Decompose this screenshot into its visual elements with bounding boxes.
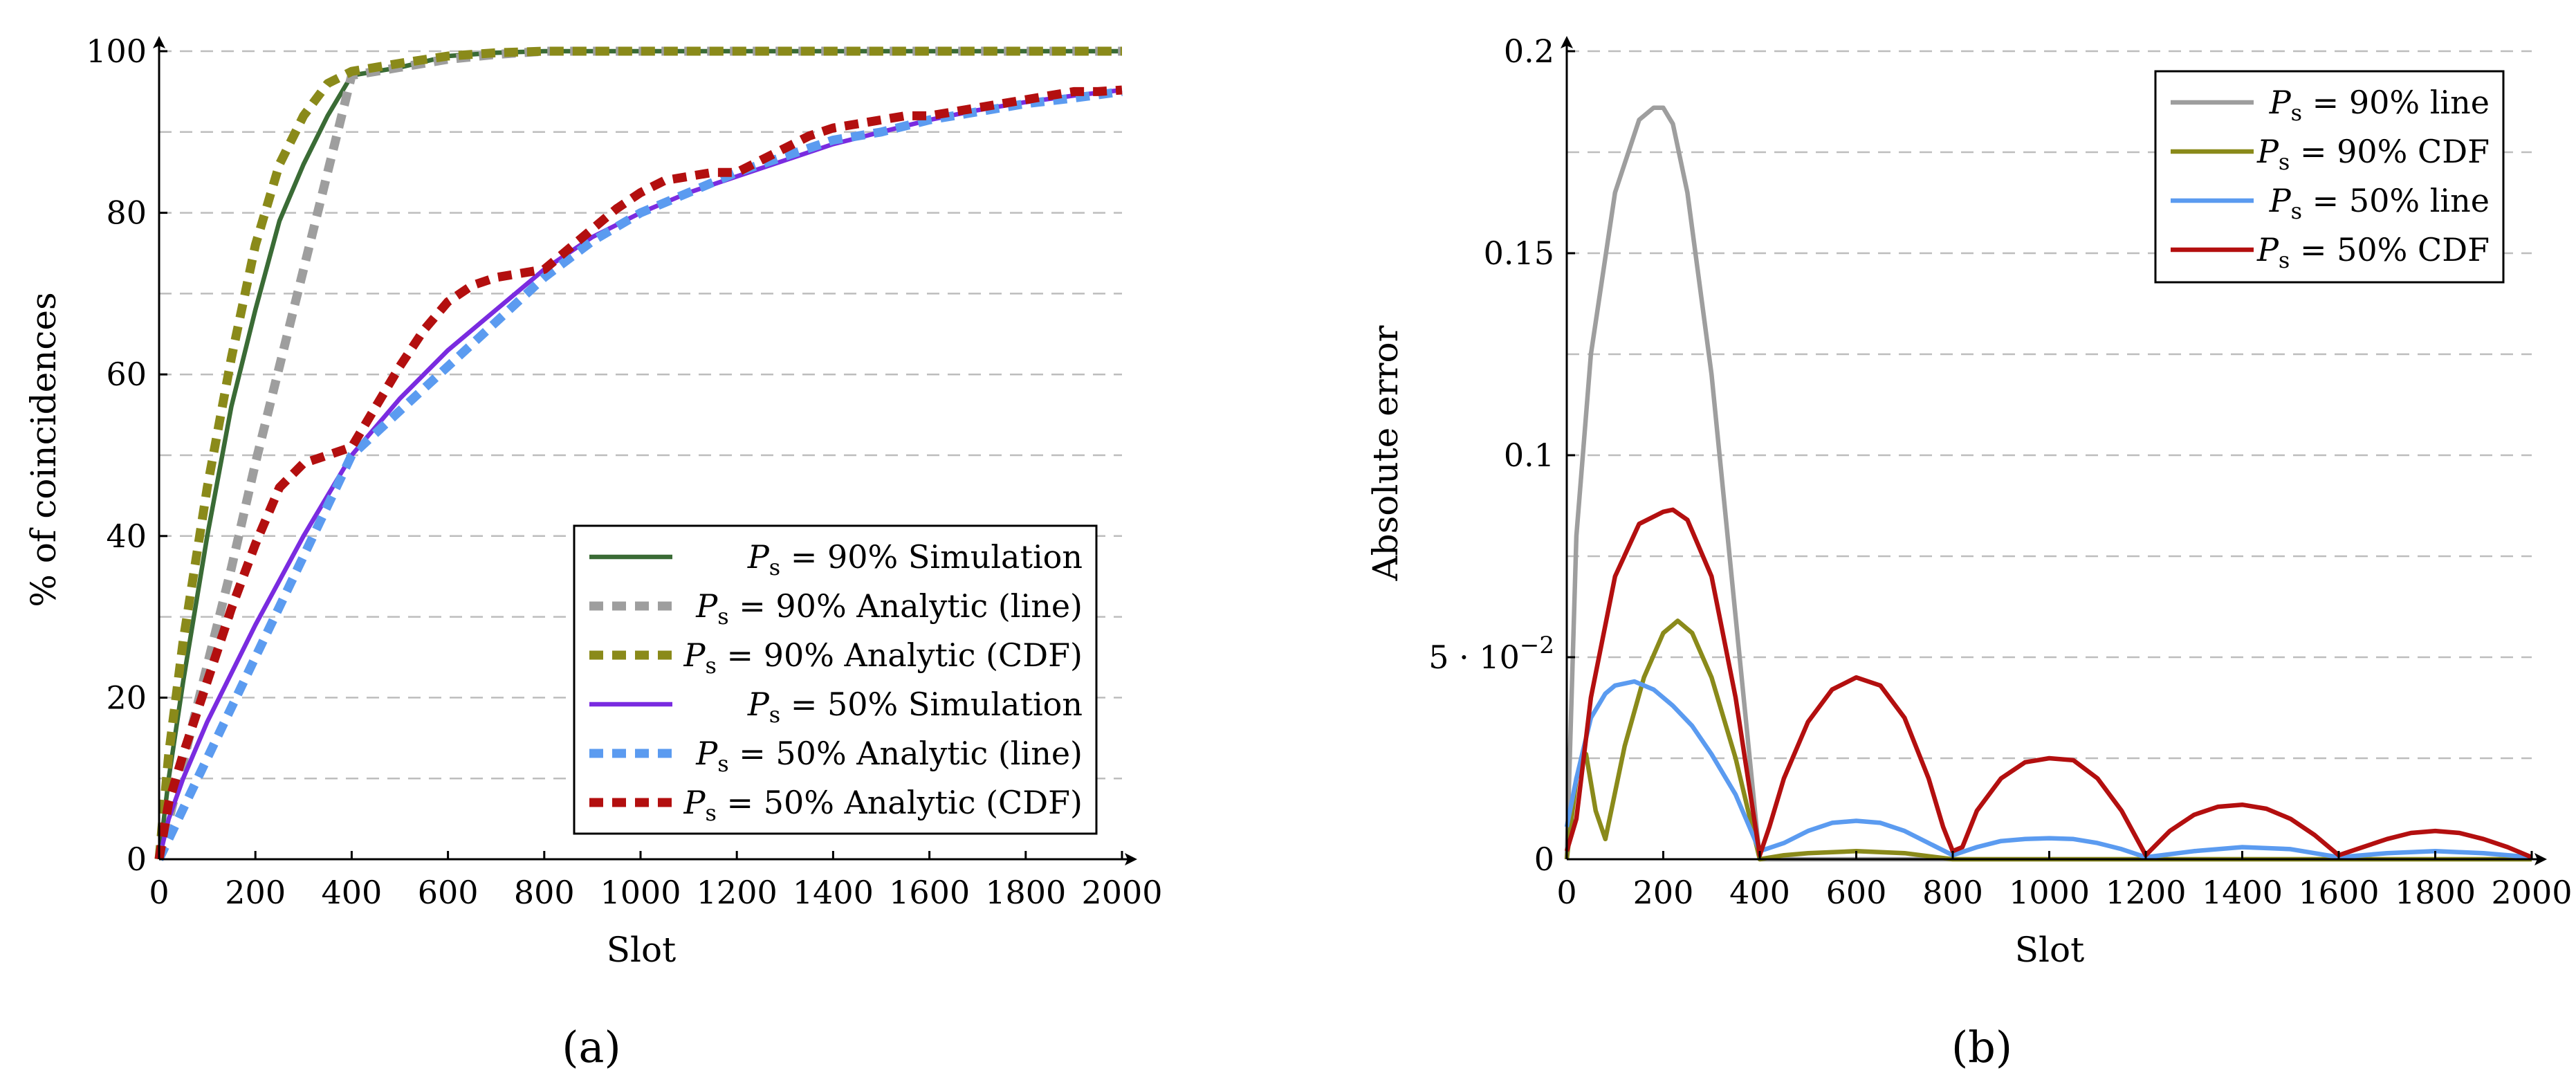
x-tick-label: 0	[1556, 874, 1576, 911]
y-tick-label: 60	[106, 356, 147, 393]
x-tick-label: 2000	[1081, 874, 1162, 911]
y-ticks-b: 0 5 · 10−2 0.1 0.15 0.2	[1428, 33, 1575, 878]
y-tick-label: 40	[106, 517, 147, 555]
x-tick-label: 600	[1826, 874, 1887, 911]
legend-entry: Ps = 50% Analytic (line)	[695, 735, 1083, 777]
x-ticks-a: 0 200 400 600 800 1000 1200 1400 1600 1800 2000	[149, 851, 1163, 911]
y-axis-arrow	[1561, 36, 1573, 48]
y-tick-label: 0	[1534, 841, 1554, 878]
y-axis-arrow	[153, 36, 165, 48]
y-tick-label: 5 · 10−2	[1428, 632, 1554, 676]
legend-entry: Ps = 50% Analytic (CDF)	[683, 784, 1083, 826]
series-line	[154, 46, 1122, 860]
series-line	[155, 86, 1123, 861]
x-axis-label-b: Slot	[2015, 930, 2084, 970]
x-tick-label: 1800	[2395, 874, 2476, 911]
x-ticks-b: 0 200 400 600 800 1000 1200 1400 1600 1800 2000	[1556, 851, 2573, 911]
x-axis-arrow	[2534, 853, 2547, 865]
legend-b: Ps = 90% line Ps = 90% CDF Ps = 50% line Ps…	[2154, 70, 2505, 284]
x-tick-label: 400	[321, 874, 382, 911]
legend-entry: Ps = 50% CDF	[2256, 231, 2490, 273]
y-axis-label-b: Absolute error	[1365, 325, 1406, 581]
legend-entry: Ps = 50% line	[2269, 182, 2490, 224]
x-tick-label: 400	[1729, 874, 1790, 911]
panel-a: 0 200 400 600 800 1000 1200 1400 1600 1800 2000 0 2…	[24, 33, 1163, 1072]
x-tick-label: 1400	[2202, 874, 2283, 911]
legend-entry: Ps = 50% Simulation	[747, 686, 1083, 728]
y-tick-label: 0.15	[1484, 235, 1554, 272]
series-line	[1564, 679, 2532, 860]
x-tick-label: 2000	[2491, 874, 2572, 911]
legend-box	[2154, 70, 2505, 284]
y-tick-label: 80	[106, 194, 147, 232]
x-axis-label-a: Slot	[607, 930, 676, 970]
x-tick-label: 1600	[2298, 874, 2379, 911]
legend-entry: Ps = 90% line	[2269, 84, 2490, 126]
x-axis-arrow	[1125, 853, 1137, 865]
caption-b: (b)	[1951, 1022, 2012, 1072]
series-a	[154, 46, 1123, 861]
x-tick-label: 200	[1633, 874, 1694, 911]
legend-a: Ps = 90% Simulation Ps = 90% Analytic (li…	[573, 524, 1098, 835]
legend-entry: Ps = 90% Analytic (line)	[695, 587, 1083, 630]
caption-a: (a)	[562, 1022, 620, 1072]
legend-entry: Ps = 90% Analytic (CDF)	[683, 636, 1083, 679]
x-tick-label: 1000	[600, 874, 681, 911]
x-tick-label: 1000	[2009, 874, 2090, 911]
axes-a	[153, 36, 1137, 865]
x-tick-label: 1200	[2105, 874, 2186, 911]
x-tick-label: 1400	[793, 874, 874, 911]
y-tick-label: 0.1	[1504, 437, 1554, 474]
y-tick-label: 0	[127, 841, 147, 878]
series-line	[154, 85, 1123, 861]
y-ticks-a: 0 20 40 60 80 100	[86, 33, 167, 878]
legend-entry: Ps = 90% CDF	[2256, 133, 2490, 175]
x-tick-label: 1600	[889, 874, 970, 911]
axes-b	[1561, 36, 2547, 865]
y-axis-label-a: % of coincidences	[24, 292, 64, 607]
legend-box	[573, 524, 1098, 835]
x-tick-label: 800	[1922, 874, 1983, 911]
panel-b: 0 200 400 600 800 1000 1200 1400 1600 1800 2000 0 5…	[1365, 33, 2573, 1072]
x-tick-label: 1200	[697, 874, 778, 911]
y-tick-label: 0.2	[1504, 33, 1554, 70]
x-tick-label: 600	[418, 874, 479, 911]
y-tick-label: 100	[86, 33, 147, 70]
series-line	[1564, 507, 2533, 860]
x-tick-label: 1800	[985, 874, 1066, 911]
legend-entry: Ps = 90% Simulation	[747, 538, 1083, 580]
y-tick-label: 20	[106, 679, 147, 716]
x-tick-label: 0	[149, 874, 169, 911]
x-tick-label: 800	[514, 874, 575, 911]
x-tick-label: 200	[225, 874, 286, 911]
